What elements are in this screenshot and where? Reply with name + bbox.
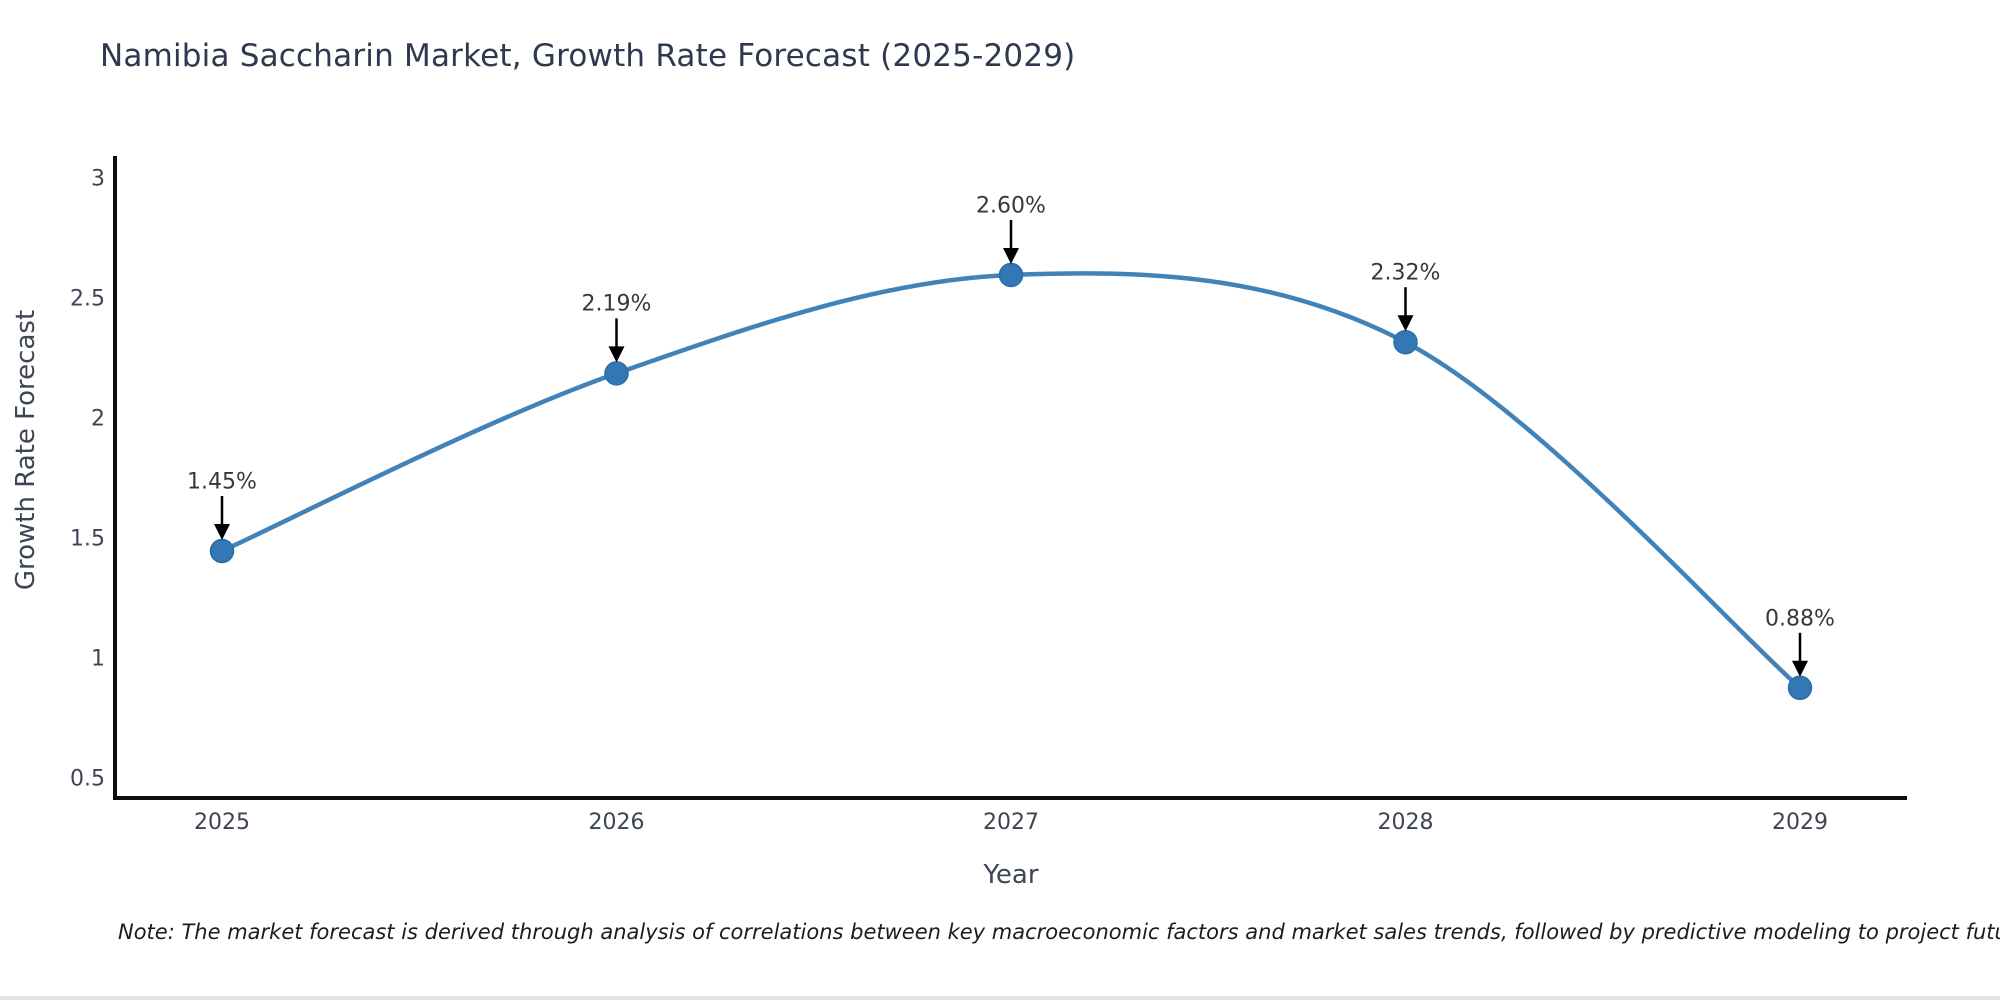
point-value-label: 2.60% [976,193,1046,219]
annotation-arrow-head [1792,660,1808,677]
x-axis-title: Year [983,860,1039,890]
x-tick-label: 2029 [1772,810,1828,835]
annotation-arrow-head [1003,248,1019,264]
y-tick-label: 2 [91,406,105,432]
point-value-label: 1.45% [187,469,257,495]
annotation-arrow-head [214,524,230,540]
y-tick-label: 1 [91,646,105,672]
data-point-marker [209,538,235,564]
data-point-marker [1787,675,1813,701]
point-value-label: 2.19% [581,291,652,317]
y-tick-label: 1.5 [70,526,105,552]
data-point-marker [1393,329,1418,355]
y-tick-label: 0.5 [70,766,105,792]
chart-title: Namibia Saccharin Market, Growth Rate Fo… [100,38,1076,74]
point-value-label: 0.88% [1765,606,1835,632]
data-point-marker [998,262,1024,288]
y-tick-label: 2.5 [70,286,105,312]
x-tick-label: 2026 [588,810,645,835]
x-tick-label: 2027 [983,810,1039,835]
annotation-arrow-head [608,346,625,363]
data-point-marker [604,361,629,386]
forecast-line [219,271,1803,691]
point-value-label: 2.32% [1370,260,1441,286]
annotation-arrow-head [1397,315,1414,332]
footnote: Note: The market forecast is derived thr… [118,920,2000,944]
x-tick-label: 2025 [194,810,250,835]
y-tick-label: 3 [91,166,105,192]
x-tick-label: 2028 [1377,810,1434,835]
bottom-edge [0,996,2000,1000]
